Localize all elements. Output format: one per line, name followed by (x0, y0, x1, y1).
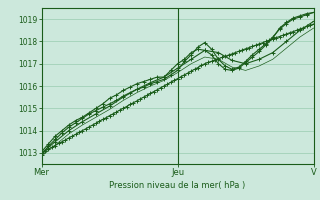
X-axis label: Pression niveau de la mer( hPa ): Pression niveau de la mer( hPa ) (109, 181, 246, 190)
